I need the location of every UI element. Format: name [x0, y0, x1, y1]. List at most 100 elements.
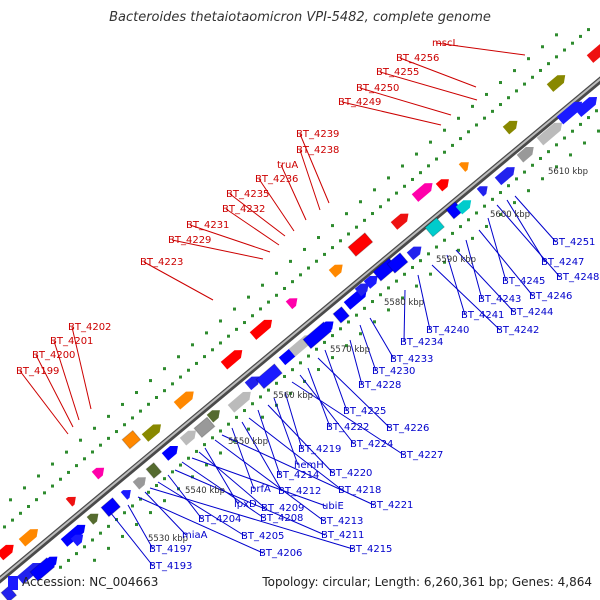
- tick-mark: [355, 225, 358, 229]
- tick-mark: [435, 245, 438, 249]
- gene-label[interactable]: BT_4229: [168, 235, 211, 246]
- gene-label[interactable]: BT_4242: [496, 325, 539, 336]
- gene-label[interactable]: BT_4215: [349, 544, 392, 555]
- gene-label[interactable]: BT_4234: [400, 337, 443, 348]
- tick-mark: [179, 463, 182, 467]
- tick-mark: [171, 470, 174, 474]
- gene-label[interactable]: BT_4202: [68, 322, 111, 333]
- gene-label[interactable]: BT_4255: [376, 67, 419, 78]
- gene-label[interactable]: BT_4213: [320, 516, 363, 527]
- leader-line: [181, 461, 265, 519]
- gene-label[interactable]: BT_4200: [32, 350, 75, 361]
- tick-mark: [415, 284, 418, 288]
- tick-mark: [457, 116, 460, 120]
- tick-mark: [163, 499, 166, 503]
- tick-mark: [211, 348, 214, 352]
- gene-label[interactable]: BT_4244: [510, 307, 553, 318]
- tick-mark: [451, 143, 454, 147]
- gene-label[interactable]: BT_4256: [396, 53, 439, 64]
- gene-label[interactable]: BT_4208: [260, 513, 303, 524]
- gene-label[interactable]: ubiE: [322, 501, 344, 512]
- gene-label[interactable]: BT_4230: [372, 366, 415, 377]
- gene-feature: [86, 513, 99, 525]
- gene-label[interactable]: BT_4219: [298, 444, 341, 455]
- ruler-label: 5610 kbp: [548, 167, 588, 177]
- gene-label[interactable]: BT_4197: [149, 544, 192, 555]
- gene-label[interactable]: BT_4209: [261, 503, 304, 514]
- gene-label[interactable]: BT_4243: [478, 294, 521, 305]
- tick-mark: [539, 68, 542, 72]
- tick-mark: [459, 137, 462, 141]
- gene-label[interactable]: BT_4239: [296, 129, 339, 140]
- gene-label[interactable]: BT_4206: [259, 548, 302, 559]
- tick-mark: [499, 213, 502, 217]
- gene-label[interactable]: BT_4249: [338, 97, 381, 108]
- tick-mark: [79, 438, 82, 442]
- gene-label[interactable]: hemH: [294, 460, 324, 471]
- leader-line: [317, 357, 391, 429]
- gene-label[interactable]: BT_4238: [296, 145, 339, 156]
- gene-label[interactable]: BT_4193: [149, 561, 192, 572]
- tick-mark: [289, 259, 292, 263]
- gene-label[interactable]: BT_4245: [502, 276, 545, 287]
- gene-label[interactable]: BT_4250: [356, 83, 399, 94]
- leader-line: [506, 199, 546, 263]
- tick-mark: [275, 293, 278, 297]
- tick-mark: [513, 69, 516, 73]
- leader-line: [417, 274, 431, 331]
- tick-mark: [93, 426, 96, 430]
- gene-label[interactable]: BT_4222: [326, 422, 369, 433]
- gene-label[interactable]: BT_4247: [541, 257, 584, 268]
- gene-feature: [220, 350, 243, 370]
- gene-label[interactable]: BT_4236: [255, 174, 298, 185]
- tick-mark: [233, 307, 236, 311]
- gene-label[interactable]: BT_4221: [370, 500, 413, 511]
- tick-mark: [171, 382, 174, 386]
- gene-label[interactable]: lpxD: [234, 499, 257, 510]
- leader-line: [359, 87, 452, 116]
- gene-label[interactable]: BT_4211: [321, 530, 364, 541]
- gene-label[interactable]: prfA: [250, 484, 271, 495]
- gene-label[interactable]: miaA: [182, 530, 208, 541]
- gene-label[interactable]: BT_4224: [350, 439, 393, 450]
- gene-feature: [455, 200, 472, 215]
- gene-label[interactable]: BT_4233: [390, 354, 433, 365]
- tick-mark: [443, 238, 446, 242]
- gene-label[interactable]: BT_4220: [329, 468, 372, 479]
- tick-mark: [299, 273, 302, 277]
- gene-label[interactable]: BT_4231: [186, 220, 229, 231]
- tick-mark: [459, 225, 462, 229]
- gene-label[interactable]: BT_4225: [343, 406, 386, 417]
- gene-label[interactable]: BT_4223: [140, 257, 183, 268]
- gene-label[interactable]: BT_4214: [276, 470, 319, 481]
- gene-label[interactable]: BT_4240: [426, 325, 469, 336]
- tick-mark: [531, 163, 534, 167]
- tick-mark: [9, 498, 12, 502]
- gene-label[interactable]: BT_4228: [358, 380, 401, 391]
- gene-label[interactable]: BT_4235: [226, 189, 269, 200]
- gene-feature: [328, 264, 343, 278]
- gene-label[interactable]: BT_4201: [50, 336, 93, 347]
- gene-label[interactable]: BT_4248: [556, 272, 599, 283]
- gene-label[interactable]: BT_4227: [400, 450, 443, 461]
- gene-label[interactable]: BT_4246: [529, 291, 572, 302]
- gene-feature: [0, 544, 14, 561]
- gene-feature: [249, 319, 273, 340]
- gene-label[interactable]: truA: [277, 160, 298, 171]
- gene-label[interactable]: BT_4212: [278, 486, 321, 497]
- gene-label[interactable]: BT_4226: [386, 423, 429, 434]
- gene-label[interactable]: BT_4251: [552, 237, 595, 248]
- gene-label[interactable]: BT_4241: [461, 310, 504, 321]
- gene-label[interactable]: BT_4232: [222, 204, 265, 215]
- tick-mark: [513, 201, 516, 205]
- gene-label[interactable]: BT_4199: [16, 366, 59, 377]
- gene-label[interactable]: BT_4205: [241, 531, 284, 542]
- gene-feature: [435, 179, 449, 192]
- tick-mark: [579, 122, 582, 126]
- gene-label[interactable]: BT_4204: [198, 514, 241, 525]
- gene-label[interactable]: BT_4218: [338, 485, 381, 496]
- tick-mark: [163, 367, 166, 371]
- tick-mark: [149, 511, 152, 515]
- gene-label[interactable]: mscL: [432, 38, 458, 49]
